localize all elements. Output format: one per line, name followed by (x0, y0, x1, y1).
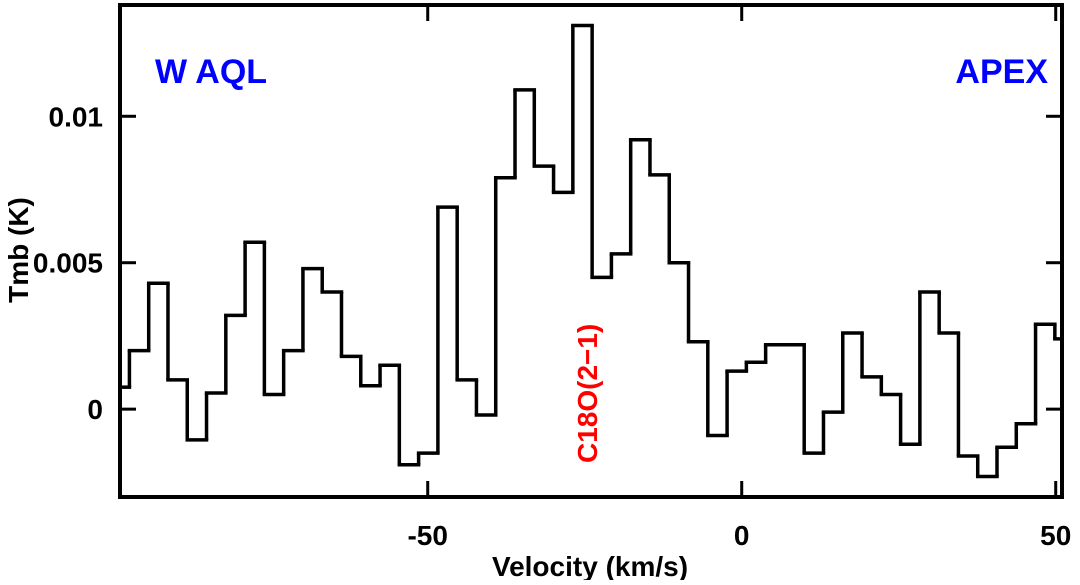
line-label: C18O(2−1) (572, 324, 603, 463)
x-tick-label: 50 (1040, 520, 1071, 551)
object-label: W AQL (155, 53, 267, 91)
x-tick-label: 0 (734, 520, 750, 551)
y-tick-label: 0.01 (49, 101, 104, 132)
x-axis-label: Velocity (km/s) (492, 551, 688, 580)
x-tick-label: -50 (407, 520, 447, 551)
telescope-label: APEX (955, 53, 1048, 91)
y-axis-label: Tmb (K) (3, 197, 34, 303)
plot-frame (118, 3, 1064, 499)
y-tick-label: 0 (87, 394, 103, 425)
y-tick-label: 0.005 (33, 248, 103, 279)
